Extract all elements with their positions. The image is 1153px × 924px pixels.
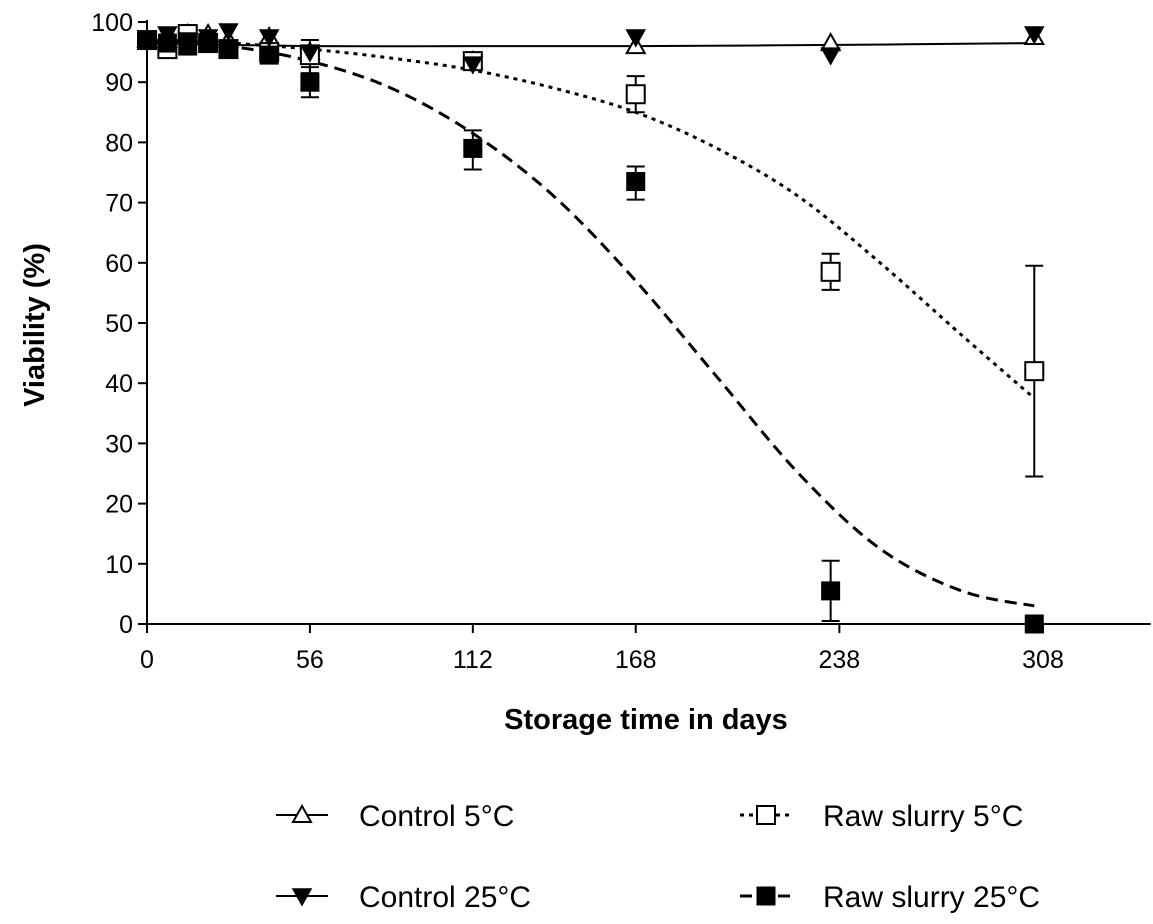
fit-curve-series-4 <box>146 38 1035 608</box>
data-point-series-4 <box>178 36 198 56</box>
data-point-series-4 <box>626 172 646 192</box>
legend-marker <box>756 886 776 906</box>
legend: Control 5°C Raw slurry 5°C Control 25°C Raw… <box>276 800 1040 914</box>
x-tick-label: 112 <box>453 646 493 674</box>
plot-area <box>136 23 1045 634</box>
data-point-series-4 <box>218 39 238 59</box>
legend-label: Control 5°C <box>359 800 514 833</box>
data-point-series-2 <box>218 23 239 42</box>
data-point-series-4 <box>463 138 483 158</box>
legend-item: Control 25°C <box>276 881 531 914</box>
y-tick-label: 60 <box>105 250 133 278</box>
x-axis-title: Storage time in days <box>504 704 788 736</box>
data-point-series-4 <box>300 72 320 92</box>
data-point-series-2 <box>820 47 841 66</box>
x-tick-label: 56 <box>296 646 324 674</box>
y-axis-title: Viability (%) <box>19 243 51 407</box>
legend-label: Raw slurry 25°C <box>823 881 1040 914</box>
y-tick-label: 20 <box>105 491 133 519</box>
data-point-series-3 <box>820 261 841 282</box>
data-point-series-3 <box>625 84 646 105</box>
x-tick-label: 308 <box>1022 646 1064 674</box>
y-tick-label: 50 <box>105 310 133 338</box>
legend-label: Control 25°C <box>359 881 531 914</box>
legend-marker <box>291 888 313 907</box>
y-tick-label: 0 <box>119 611 133 639</box>
data-point-series-2 <box>625 29 647 48</box>
data-point-series-2 <box>299 44 321 63</box>
legend-marker <box>756 805 776 825</box>
legend-item: Raw slurry 25°C <box>740 881 1040 914</box>
y-tick-label: 40 <box>105 370 133 398</box>
axes: 0 10 20 30 40 50 60 70 80 90 100 0 56 112 168 238 308 <box>91 9 1151 674</box>
x-tick-label: 0 <box>140 646 154 674</box>
data-point-series-3 <box>1024 361 1045 382</box>
data-point-series-4 <box>157 33 177 53</box>
data-point-series-2 <box>462 56 484 75</box>
data-point-series-4 <box>198 33 218 53</box>
y-tick-label: 90 <box>105 69 133 97</box>
data-point-series-2 <box>1023 26 1045 45</box>
y-tick-label: 80 <box>105 129 133 157</box>
legend-marker <box>291 803 313 823</box>
fit-curve-series-1 <box>146 42 1035 48</box>
data-point-series-2 <box>258 29 280 48</box>
y-tick-label: 30 <box>105 430 133 458</box>
y-tick-label: 100 <box>91 9 133 37</box>
y-tick-label: 70 <box>105 190 133 218</box>
legend-item: Control 5°C <box>276 800 514 833</box>
fit-curve-series-3 <box>146 38 1036 400</box>
x-tick-label: 238 <box>819 646 861 674</box>
x-tick-label: 168 <box>615 646 657 674</box>
legend-label: Raw slurry 5°C <box>823 800 1023 833</box>
legend-item: Raw slurry 5°C <box>740 800 1023 833</box>
data-point-series-4 <box>259 45 279 65</box>
y-tick-label: 10 <box>105 551 133 579</box>
data-point-series-4 <box>821 581 841 601</box>
